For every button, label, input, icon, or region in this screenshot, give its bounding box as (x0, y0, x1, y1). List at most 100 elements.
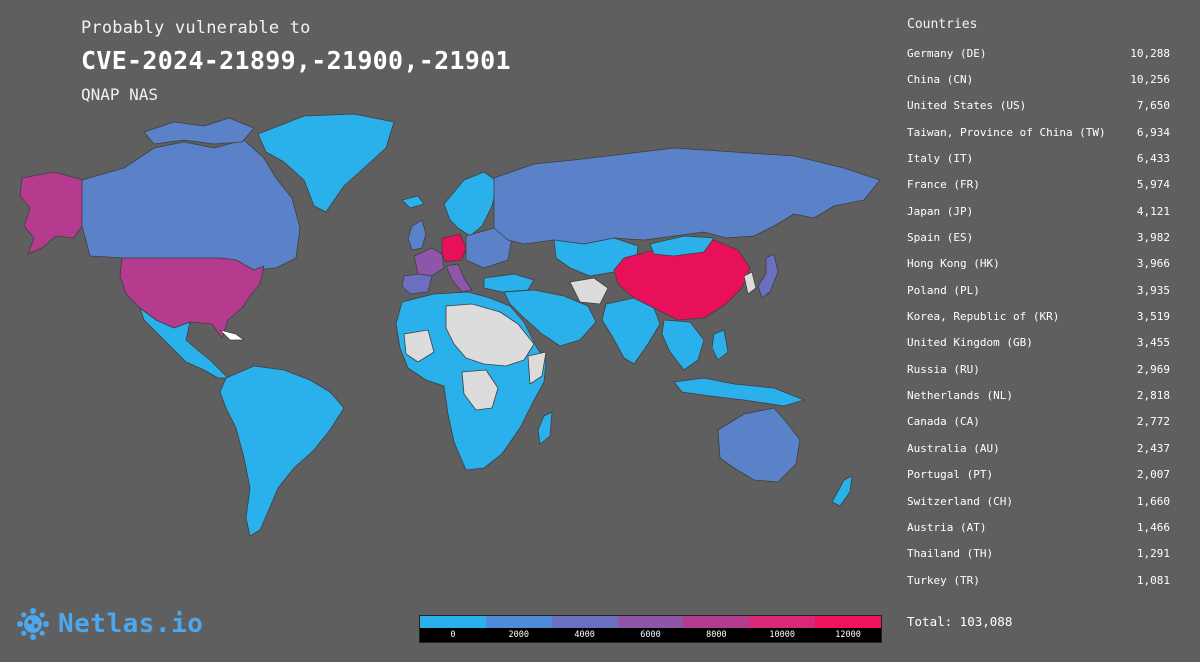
legend-label: 0 (450, 630, 456, 640)
country-name: Spain (ES) (907, 231, 974, 245)
world-map-svg (19, 113, 881, 537)
country-name: Korea, Republic of (KR) (907, 310, 1060, 324)
region-india (601, 297, 661, 365)
color-legend: 0 2000 4000 6000 8000 10000 12000 (419, 615, 882, 643)
region-alaska (19, 171, 85, 255)
country-name: France (FR) (907, 178, 980, 192)
region-africa-sahel (445, 303, 535, 367)
country-row: Canada (CA) 2,772 (907, 409, 1170, 435)
countries-heading: Countries (907, 17, 978, 32)
country-count: 5,974 (1136, 178, 1170, 192)
country-row: Spain (ES) 3,982 (907, 224, 1170, 250)
legend-label: 2000 (508, 630, 530, 640)
country-count: 2,969 (1136, 362, 1170, 376)
country-count: 1,291 (1136, 547, 1170, 561)
country-count: 2,818 (1136, 389, 1170, 403)
country-row: Poland (PL) 3,935 (907, 277, 1170, 303)
legend-swatch (485, 616, 552, 628)
region-iceland (401, 195, 425, 209)
region-korea (743, 271, 757, 295)
region-southeast-asia (661, 319, 705, 371)
country-name: Thailand (TH) (907, 547, 994, 561)
country-name: United Kingdom (GB) (907, 336, 1033, 350)
netlas-logo-icon (17, 608, 49, 640)
country-count: 2,437 (1136, 441, 1170, 455)
legend-swatch (683, 616, 750, 628)
country-count: 1,660 (1136, 494, 1170, 508)
legend-label: 6000 (640, 630, 661, 640)
region-madagascar (537, 411, 553, 445)
country-name: Netherlands (NL) (907, 389, 1013, 403)
country-row: Thailand (TH) 1,291 (907, 541, 1170, 567)
region-japan (757, 253, 779, 299)
country-count: 1,081 (1136, 573, 1170, 587)
region-south-america (219, 365, 345, 537)
country-count: 2,772 (1136, 415, 1170, 429)
netlas-logo-text: Netlas.io (58, 609, 204, 639)
country-count: 10,288 (1130, 46, 1170, 60)
legend-label: 10000 (769, 630, 795, 640)
country-name: Russia (RU) (907, 362, 980, 376)
country-count: 1,466 (1136, 520, 1170, 534)
map-title: CVE-2024-21899,-21900,-21901 (81, 46, 511, 75)
region-scandinavia (443, 171, 499, 237)
region-uk (407, 219, 427, 251)
legend-swatch (551, 616, 618, 628)
netlas-logo[interactable]: Netlas.io (16, 607, 203, 641)
region-germany (441, 233, 467, 263)
region-russia (493, 147, 881, 245)
country-row: Austria (AT) 1,466 (907, 514, 1170, 540)
region-usa (119, 257, 265, 339)
map-subtitle: Probably vulnerable to (81, 18, 311, 38)
region-canada (81, 139, 301, 271)
country-name: Turkey (TR) (907, 573, 980, 587)
country-name: Canada (CA) (907, 415, 980, 429)
country-row: China (CN) 10,256 (907, 66, 1170, 92)
region-africa-west (403, 329, 435, 363)
region-turkey (483, 273, 535, 293)
region-somalia (527, 351, 547, 385)
product-label: QNAP NAS (81, 85, 159, 104)
country-row: Portugal (PT) 2,007 (907, 462, 1170, 488)
region-new-zealand (831, 475, 853, 507)
country-row: Italy (IT) 6,433 (907, 145, 1170, 171)
country-count: 6,433 (1136, 152, 1170, 166)
country-row: Hong Kong (HK) 3,966 (907, 251, 1170, 277)
country-name: Germany (DE) (907, 46, 987, 60)
legend-swatch (749, 616, 816, 628)
region-australia (717, 407, 801, 483)
region-france (413, 247, 445, 277)
region-greenland (257, 113, 395, 213)
country-count: 4,121 (1136, 204, 1170, 218)
region-mongolia (649, 235, 715, 257)
country-row: Korea, Republic of (KR) 3,519 (907, 303, 1170, 329)
legend-color-bar (420, 616, 882, 628)
country-name: Australia (AU) (907, 441, 1000, 455)
country-row: Germany (DE) 10,288 (907, 40, 1170, 66)
countries-panel: Countries Germany (DE) 10,288 China (CN) 10… (907, 17, 1170, 593)
country-row: Switzerland (CH) 1,660 (907, 488, 1170, 514)
country-name: Italy (IT) (907, 152, 974, 166)
country-count: 7,650 (1136, 99, 1170, 113)
region-spain (401, 273, 433, 295)
region-italy (445, 263, 473, 293)
country-count: 3,966 (1136, 257, 1170, 271)
country-row: France (FR) 5,974 (907, 172, 1170, 198)
world-map (14, 108, 894, 548)
country-count: 3,455 (1136, 336, 1170, 350)
country-name: Austria (AT) (907, 520, 987, 534)
country-count: 3,935 (1136, 283, 1170, 297)
region-middle-east (503, 289, 597, 347)
country-count: 10,256 (1130, 73, 1170, 87)
country-name: Hong Kong (HK) (907, 257, 1000, 271)
country-count: 3,519 (1136, 310, 1170, 324)
legend-swatch (420, 616, 486, 628)
country-row: Taiwan, Province of China (TW) 6,934 (907, 119, 1170, 145)
region-indonesia (673, 377, 805, 407)
region-philippines (711, 329, 729, 361)
country-row: United Kingdom (GB) 3,455 (907, 330, 1170, 356)
region-afghanistan (569, 277, 609, 305)
country-name: Portugal (PT) (907, 468, 994, 482)
country-count: 2,007 (1136, 468, 1170, 482)
country-row: Turkey (TR) 1,081 (907, 567, 1170, 593)
